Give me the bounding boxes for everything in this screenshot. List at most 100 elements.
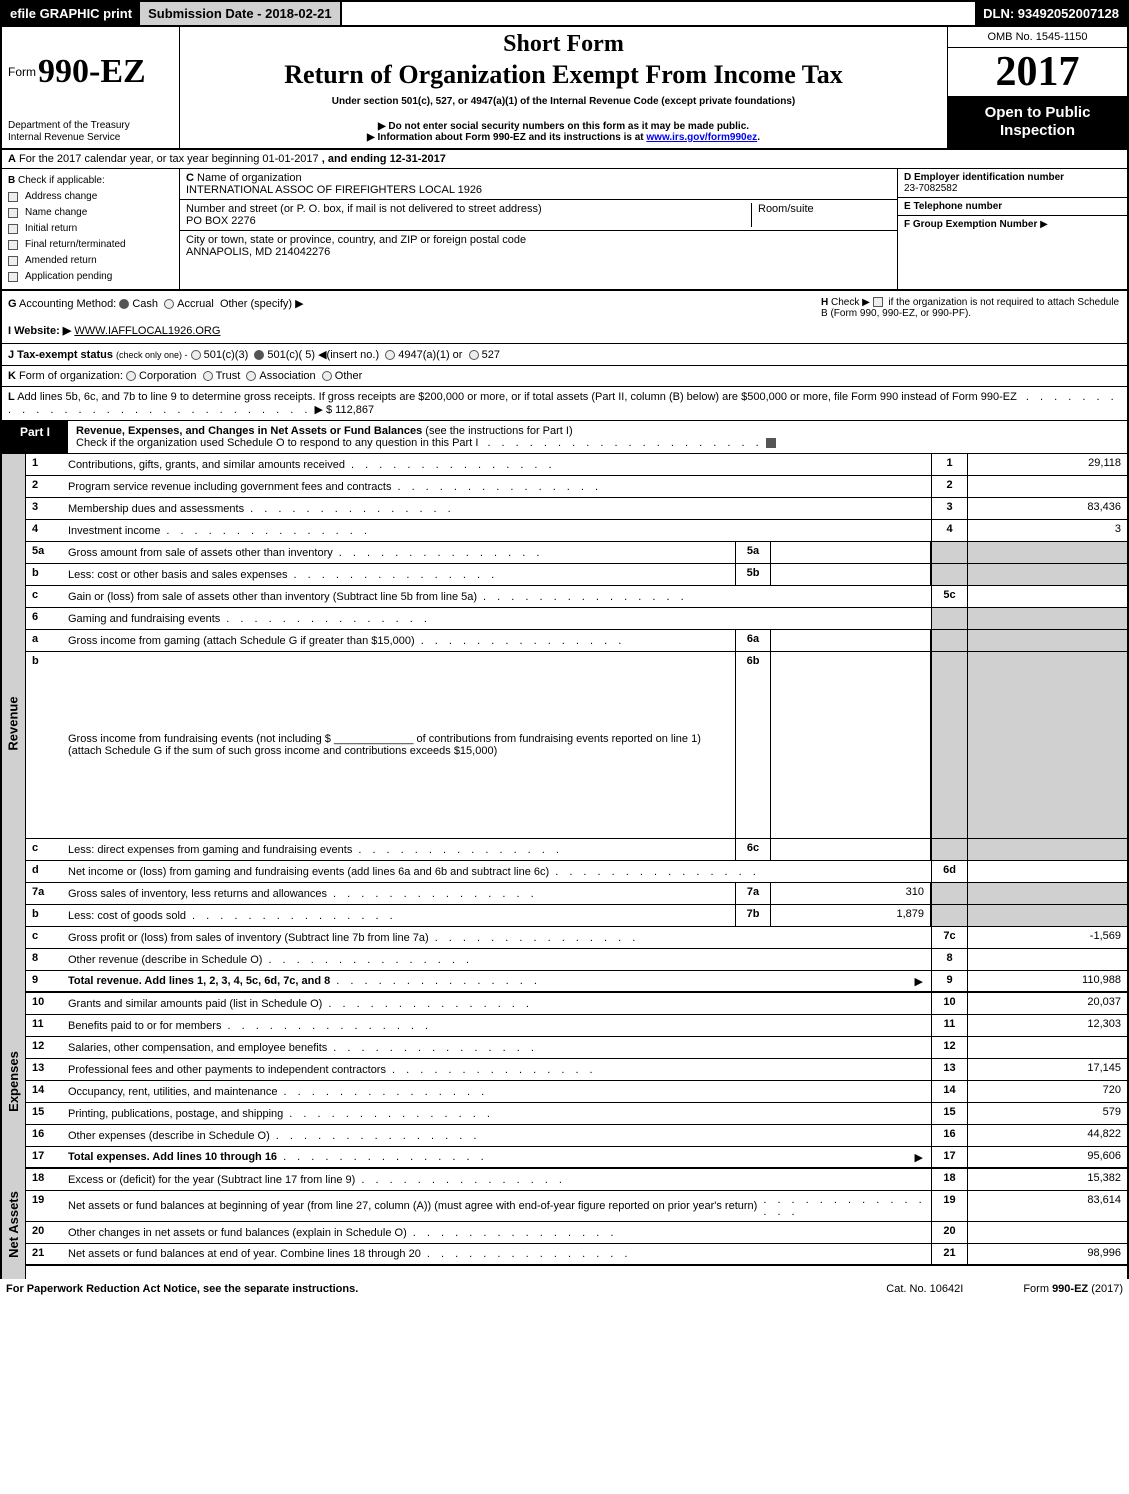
line-desc: Less: cost of goods sold. . . . . . . . … — [64, 905, 735, 926]
right-no: 18 — [931, 1169, 967, 1190]
right-val: 44,822 — [967, 1125, 1127, 1146]
radio-527[interactable] — [469, 350, 479, 360]
radio-cash[interactable] — [119, 299, 129, 309]
line-no: c — [26, 839, 64, 860]
right-no: 3 — [931, 498, 967, 519]
right-val: 579 — [967, 1103, 1127, 1124]
line-b: bLess: cost of goods sold. . . . . . . .… — [26, 905, 1127, 927]
dots: . . . . . . . . . . . . . . . — [186, 910, 731, 922]
right-val — [967, 883, 1127, 904]
dots: . . . . . . . . . . . . . . . — [355, 1174, 927, 1186]
k-opt-2: Association — [259, 370, 315, 382]
dots: . . . . . . . . . . . . . . . — [333, 547, 731, 559]
info-link[interactable]: www.irs.gov/form990ez — [646, 132, 757, 143]
b-item-0: Address change — [25, 189, 97, 205]
block-b-f: B Check if applicable: Address change Na… — [0, 169, 1129, 291]
radio-4947[interactable] — [385, 350, 395, 360]
line-9: 9Total revenue. Add lines 1, 2, 3, 4, 5c… — [26, 971, 1127, 993]
line-desc: Printing, publications, postage, and shi… — [64, 1103, 931, 1124]
footer-right: Form 990-EZ (2017) — [1023, 1283, 1123, 1295]
radio-501c3[interactable] — [191, 350, 201, 360]
check-schedule-o[interactable] — [766, 438, 776, 448]
k-opt-0: Corporation — [139, 370, 196, 382]
line-a: aGross income from gaming (attach Schedu… — [26, 630, 1127, 652]
mid-no: 5b — [735, 564, 771, 585]
right-val — [967, 630, 1127, 651]
right-no: 16 — [931, 1125, 967, 1146]
right-no: 5c — [931, 586, 967, 607]
j-opt-1: 501(c)( 5) ◀(insert no.) — [267, 349, 379, 361]
line-no: 13 — [26, 1059, 64, 1080]
c-addr-label: Number and street (or P. O. box, if mail… — [186, 203, 751, 215]
b-item-2: Initial return — [25, 221, 77, 237]
netassets-label: Net Assets — [6, 1191, 21, 1258]
arrow-icon: ▶ — [915, 1151, 923, 1164]
right-no: 15 — [931, 1103, 967, 1124]
right-no — [931, 564, 967, 585]
dots: . . . . . . . . . . . . . . . — [549, 866, 927, 878]
radio-501c[interactable] — [254, 350, 264, 360]
mid-no: 7b — [735, 905, 771, 926]
check-address-change[interactable] — [8, 192, 18, 202]
right-no: 11 — [931, 1015, 967, 1036]
mid-no: 6c — [735, 839, 771, 860]
label-i: I Website: ▶ — [8, 325, 71, 337]
line-desc: Less: direct expenses from gaming and fu… — [64, 839, 735, 860]
spacer — [342, 2, 976, 25]
radio-assoc[interactable] — [246, 371, 256, 381]
right-no: 13 — [931, 1059, 967, 1080]
line-desc: Grants and similar amounts paid (list in… — [64, 993, 931, 1014]
line-no: 6 — [26, 608, 64, 629]
line-c: cLess: direct expenses from gaming and f… — [26, 839, 1127, 861]
line-no: 14 — [26, 1081, 64, 1102]
dots: . . . . . . . . . . . . . . . — [288, 569, 731, 581]
org-address: PO BOX 2276 — [186, 215, 751, 227]
line-19: 19Net assets or fund balances at beginni… — [26, 1191, 1127, 1222]
check-name-change[interactable] — [8, 208, 18, 218]
dots: . . . . . . . . . . . . . . . — [391, 481, 927, 493]
line-no: b — [26, 564, 64, 585]
line-no: b — [26, 652, 64, 838]
line-4: 4Investment income. . . . . . . . . . . … — [26, 520, 1127, 542]
right-no: 2 — [931, 476, 967, 497]
b-item-5: Application pending — [25, 269, 112, 285]
line-desc: Total expenses. Add lines 10 through 16.… — [64, 1147, 931, 1167]
page-footer: For Paperwork Reduction Act Notice, see … — [0, 1279, 1129, 1299]
line-no: 17 — [26, 1147, 64, 1167]
dots: . . . . . . . . . . . . . . . — [244, 503, 927, 515]
radio-corp[interactable] — [126, 371, 136, 381]
right-val — [967, 652, 1127, 838]
check-final-return[interactable] — [8, 240, 18, 250]
line-desc: Net assets or fund balances at beginning… — [64, 1191, 931, 1221]
line-10: 10Grants and similar amounts paid (list … — [26, 993, 1127, 1015]
radio-other-org[interactable] — [322, 371, 332, 381]
check-initial-return[interactable] — [8, 224, 18, 234]
check-application-pending[interactable] — [8, 272, 18, 282]
right-val: 720 — [967, 1081, 1127, 1102]
efile-label: efile GRAPHIC print — [2, 2, 140, 25]
line-desc: Membership dues and assessments. . . . .… — [64, 498, 931, 519]
g-other: Other (specify) ▶ — [220, 298, 304, 310]
line-desc: Gross sales of inventory, less returns a… — [64, 883, 735, 904]
line-no: a — [26, 630, 64, 651]
right-val: -1,569 — [967, 927, 1127, 948]
c-name-label: Name of organization — [197, 172, 302, 184]
right-no — [931, 608, 967, 629]
check-h[interactable] — [873, 297, 883, 307]
line-desc: Investment income. . . . . . . . . . . .… — [64, 520, 931, 541]
line-desc: Professional fees and other payments to … — [64, 1059, 931, 1080]
part-1-check: Check if the organization used Schedule … — [76, 437, 478, 449]
open-to-public: Open to Public Inspection — [948, 96, 1127, 148]
label-l: L — [8, 391, 15, 403]
line-desc: Net assets or fund balances at end of ye… — [64, 1244, 931, 1264]
radio-accrual[interactable] — [164, 299, 174, 309]
form-prefix: Form — [8, 65, 36, 79]
line-13: 13Professional fees and other payments t… — [26, 1059, 1127, 1081]
line-no: 19 — [26, 1191, 64, 1221]
check-amended-return[interactable] — [8, 256, 18, 266]
line-desc: Gain or (loss) from sale of assets other… — [64, 586, 931, 607]
right-no: 19 — [931, 1191, 967, 1221]
website-value[interactable]: WWW.IAFFLOCAL1926.ORG — [74, 325, 220, 337]
radio-trust[interactable] — [203, 371, 213, 381]
line-no: 3 — [26, 498, 64, 519]
